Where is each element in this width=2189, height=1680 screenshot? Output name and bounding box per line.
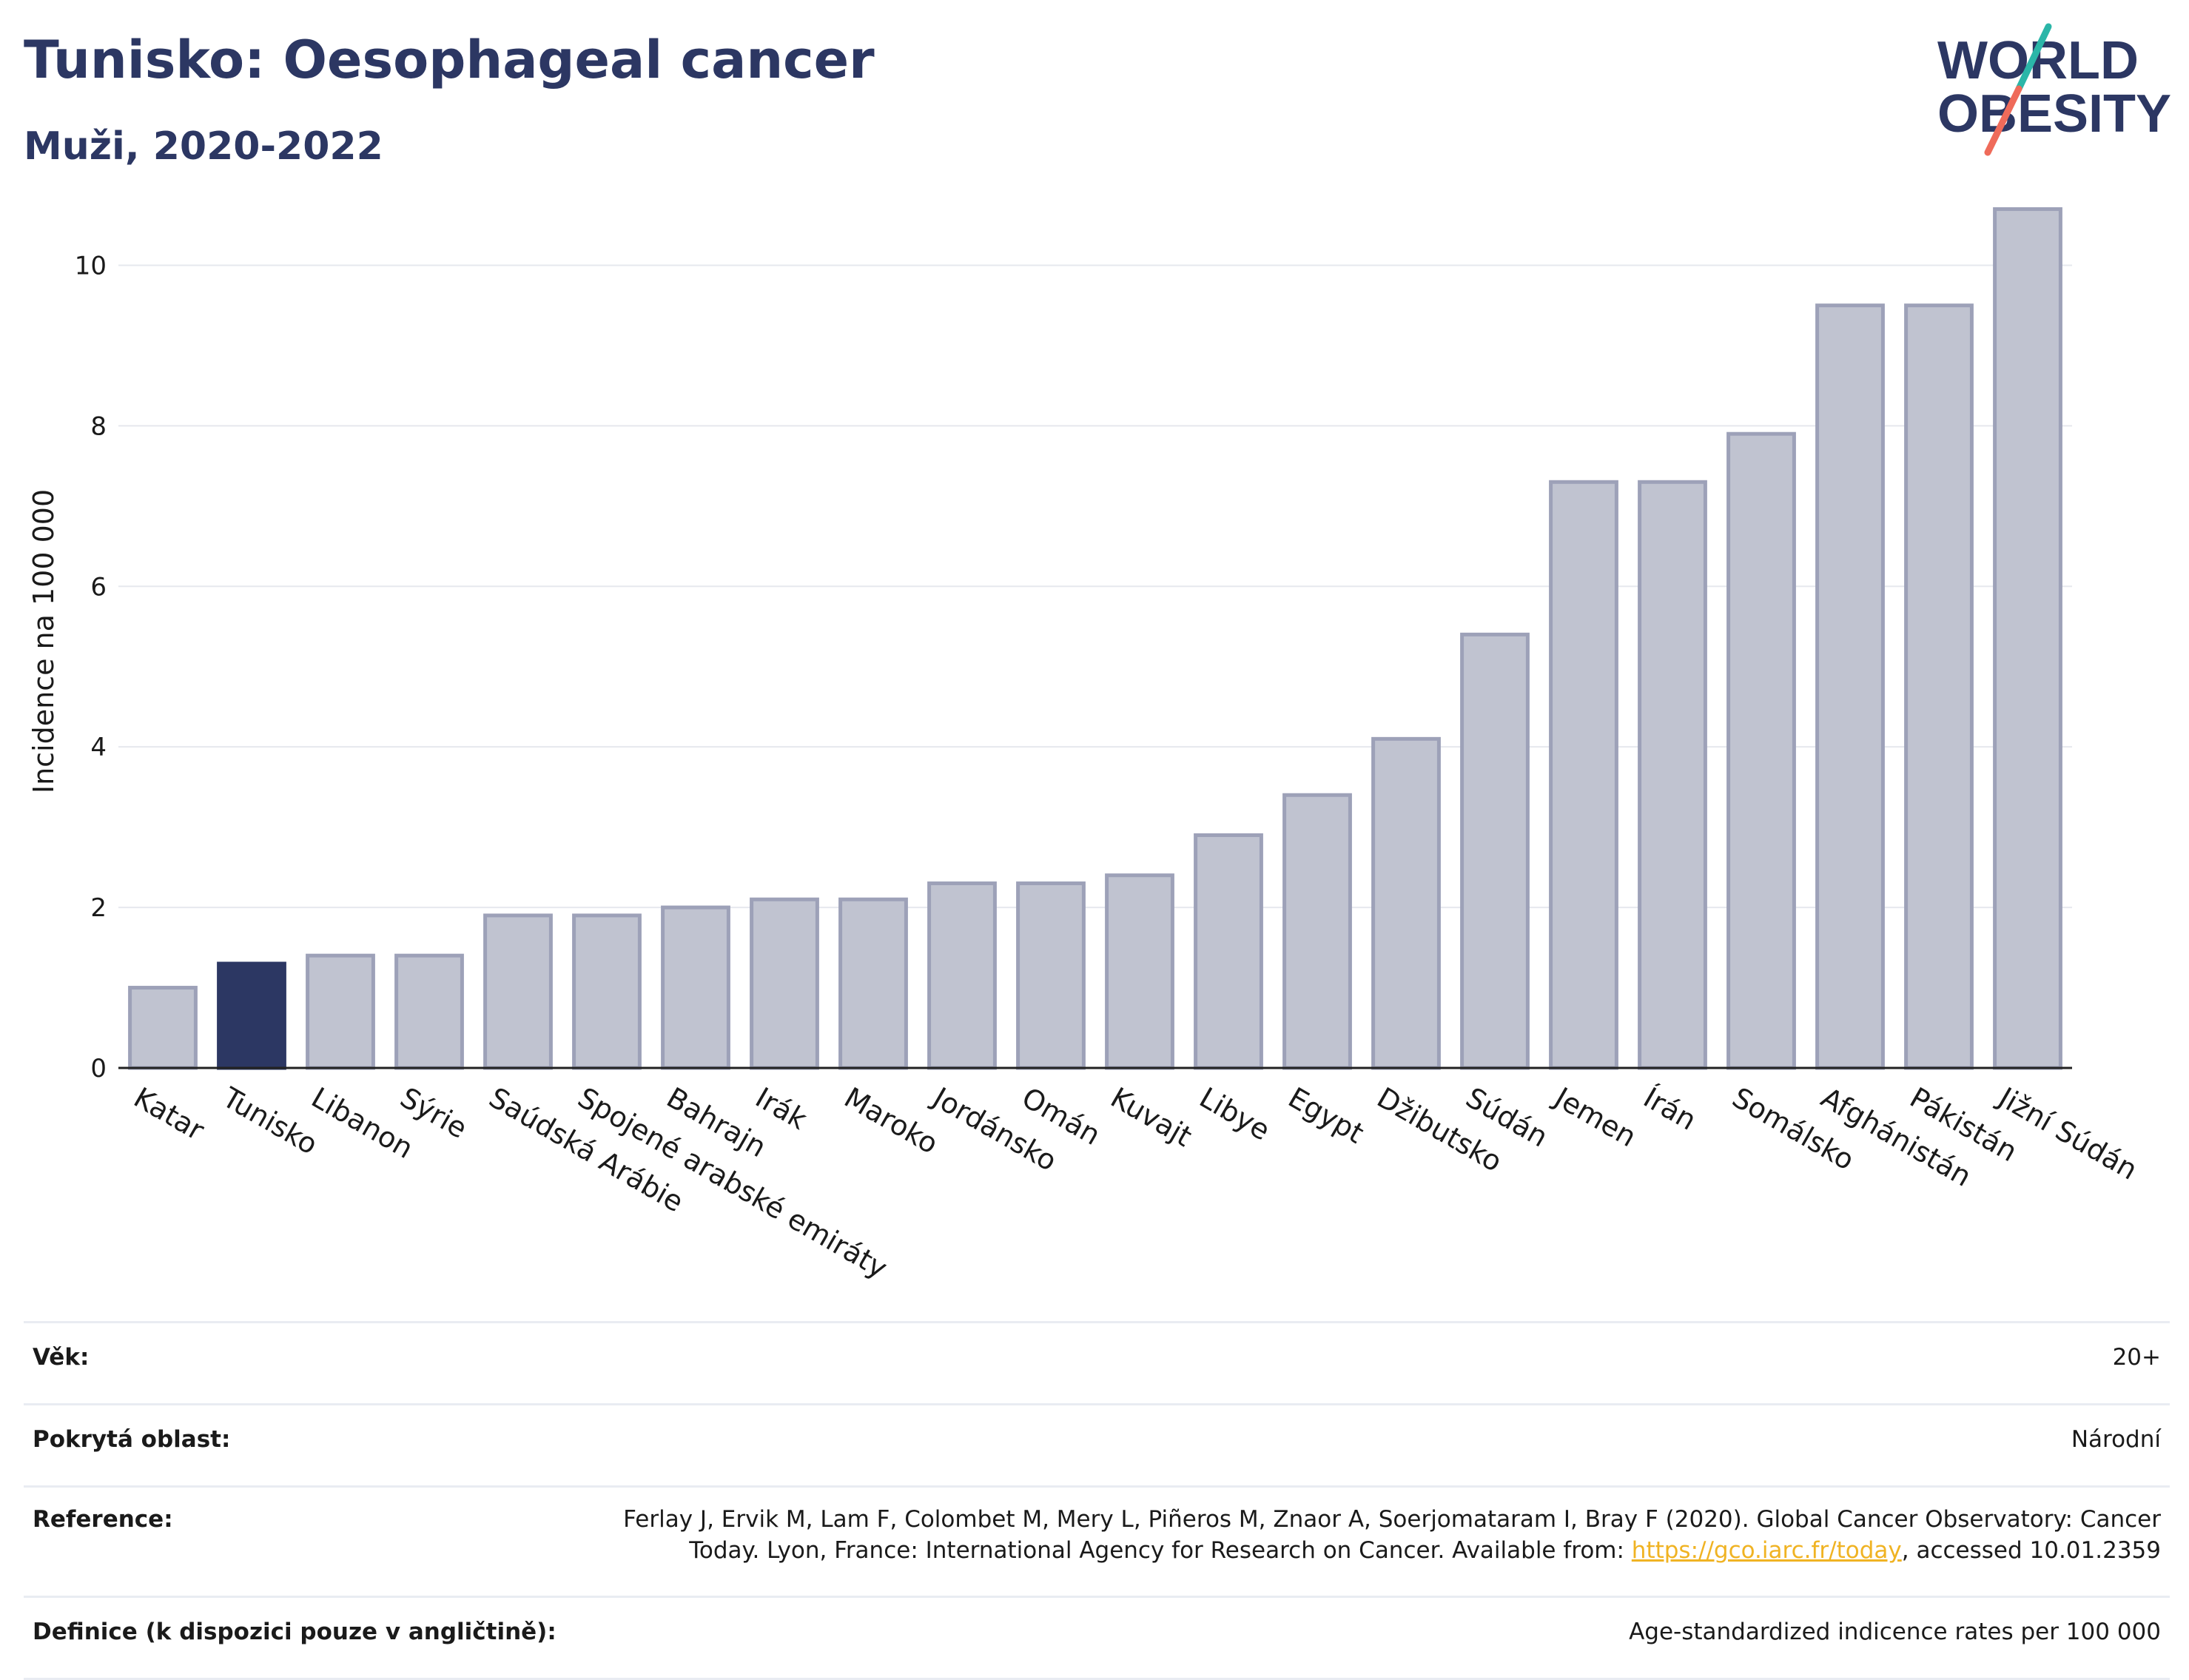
- chart-title: Tunisko: Oesophageal cancer: [24, 30, 875, 90]
- x-tick-label: Jemen: [1548, 1081, 1642, 1154]
- x-tick-label: Libye: [1194, 1081, 1276, 1147]
- bar: [1904, 303, 1974, 1070]
- reference-line-2-post: , accessed 10.01.2359: [1901, 1537, 2161, 1564]
- reference-line-2: Today. Lyon, France: International Agenc…: [587, 1535, 2161, 1566]
- bar: [572, 913, 642, 1070]
- y-tick-label: 0: [90, 1054, 107, 1083]
- x-tick-label: Egypt: [1283, 1081, 1370, 1150]
- bar: [306, 953, 375, 1070]
- bar: [1993, 207, 2062, 1070]
- bar: [128, 986, 198, 1070]
- coverage-value: Národní: [577, 1403, 2170, 1487]
- bar: [483, 913, 553, 1070]
- bar: [1815, 303, 1885, 1070]
- x-tick-label: Kuvajt: [1106, 1081, 1197, 1153]
- y-tick-label: 10: [75, 251, 107, 280]
- coverage-label: Pokrytá oblast:: [24, 1403, 578, 1487]
- y-tick-label: 6: [90, 572, 107, 602]
- bar: [394, 953, 464, 1070]
- bar: [1282, 793, 1352, 1070]
- y-axis-title: Incidence na 100 000: [27, 489, 60, 793]
- x-tick-label: Maroko: [839, 1081, 944, 1160]
- y-axis-ticks: 0 2 4 6 8 10: [75, 251, 107, 1083]
- bar: [838, 897, 908, 1070]
- definition-label: Definice (k dispozici pouze v angličtině…: [24, 1596, 578, 1680]
- bar: [1016, 881, 1086, 1070]
- bar: [217, 961, 286, 1070]
- x-tick-label: Jižní Súdán: [1992, 1081, 2143, 1186]
- x-tick-label: Katar: [129, 1081, 210, 1147]
- x-tick-label: Írán: [1638, 1081, 1702, 1137]
- logo-slash-teal: [2015, 23, 2052, 93]
- age-label: Věk:: [24, 1321, 578, 1405]
- reference-label: Reference:: [24, 1485, 578, 1597]
- definition-value: Age-standardized indicence rates per 100…: [577, 1596, 2170, 1680]
- y-tick-label: 4: [90, 733, 107, 762]
- logo-text-obesity: OBESITY: [1937, 84, 2171, 144]
- bar: [1371, 736, 1441, 1070]
- logo-slash-coral: [1984, 85, 2022, 156]
- reference-value: Ferlay J, Ervik M, Lam F, Colombet M, Me…: [577, 1485, 2170, 1597]
- y-tick-label: 8: [90, 411, 107, 441]
- bar: [750, 897, 819, 1070]
- info-table: Věk: 20+ Pokrytá oblast: Národní Referen…: [24, 1321, 2170, 1680]
- y-tick-label: 2: [90, 893, 107, 923]
- bar: [1726, 431, 1796, 1070]
- info-row-definition: Definice (k dispozici pouze v angličtině…: [24, 1596, 2170, 1680]
- info-row-age: Věk: 20+: [24, 1321, 2170, 1405]
- reference-line-1: Ferlay J, Ervik M, Lam F, Colombet M, Me…: [623, 1506, 2161, 1533]
- bar: [1638, 480, 1707, 1070]
- bars: [128, 207, 2062, 1070]
- reference-link[interactable]: https://gco.iarc.fr/today: [1631, 1537, 1902, 1564]
- info-row-reference: Reference: Ferlay J, Ervik M, Lam F, Col…: [24, 1485, 2170, 1597]
- bar: [1549, 480, 1618, 1070]
- bar: [1194, 833, 1263, 1070]
- x-tick-label: Libanon: [306, 1081, 419, 1165]
- bar: [927, 881, 997, 1070]
- bar: [1460, 632, 1530, 1070]
- info-row-coverage: Pokrytá oblast: Národní: [24, 1403, 2170, 1487]
- bar: [1105, 873, 1174, 1070]
- reference-line-2-pre: Today. Lyon, France: International Agenc…: [689, 1537, 1632, 1564]
- world-obesity-logo: WORLD OBESITY: [1937, 23, 2171, 156]
- age-value: 20+: [577, 1321, 2170, 1405]
- chart-subtitle: Muži, 2020-2022: [24, 124, 383, 169]
- x-tick-label: Tunisko: [217, 1081, 323, 1161]
- bar: [661, 905, 730, 1070]
